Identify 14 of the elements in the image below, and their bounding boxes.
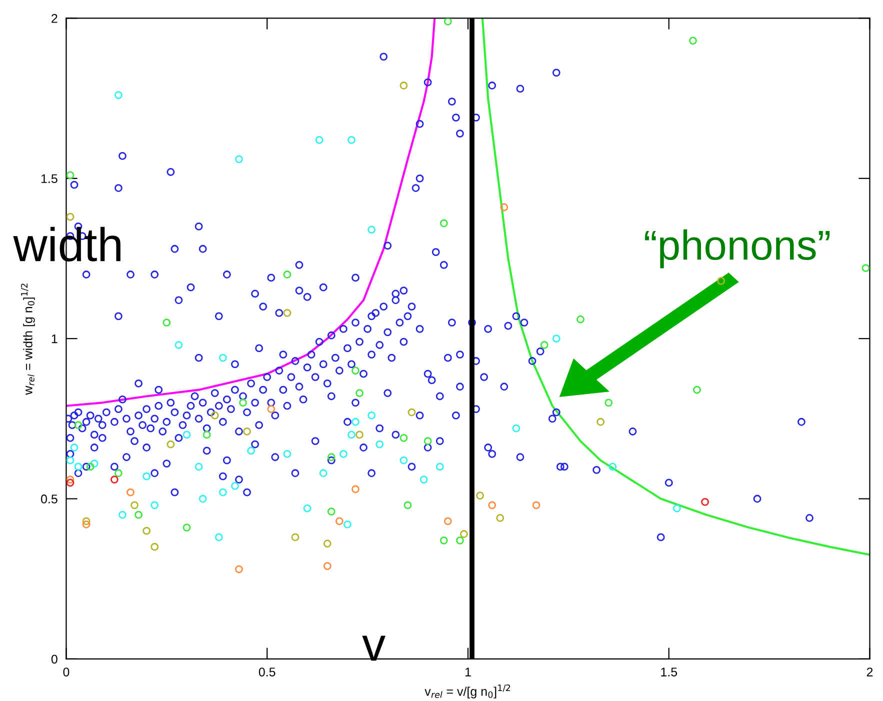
y-tick-label: 0.5 bbox=[41, 494, 58, 504]
x-tick-label: 0.5 bbox=[258, 668, 276, 676]
y-tick-label: 1.5 bbox=[41, 174, 58, 184]
y-tick-label: 1 bbox=[52, 334, 58, 344]
x-tick-label: 2 bbox=[866, 668, 873, 676]
x-tick-label: 0 bbox=[63, 668, 70, 676]
y-axis-title: w$_{rel}$ = width [g n$_{0}$]$^{1/2}$ bbox=[20, 284, 35, 395]
y-tick-label: 0 bbox=[51, 654, 58, 664]
x-tick-label: 1 bbox=[465, 668, 471, 676]
x-tick-label: 1.5 bbox=[661, 668, 678, 676]
annotation: v bbox=[362, 636, 386, 661]
x-axis-title: v$_{rel}$ = v/[g n$_{0}$]$^{1/2}$ bbox=[424, 684, 510, 698]
y-tick-label: 2 bbox=[52, 14, 58, 23]
annotation: “phonons” bbox=[645, 229, 830, 268]
